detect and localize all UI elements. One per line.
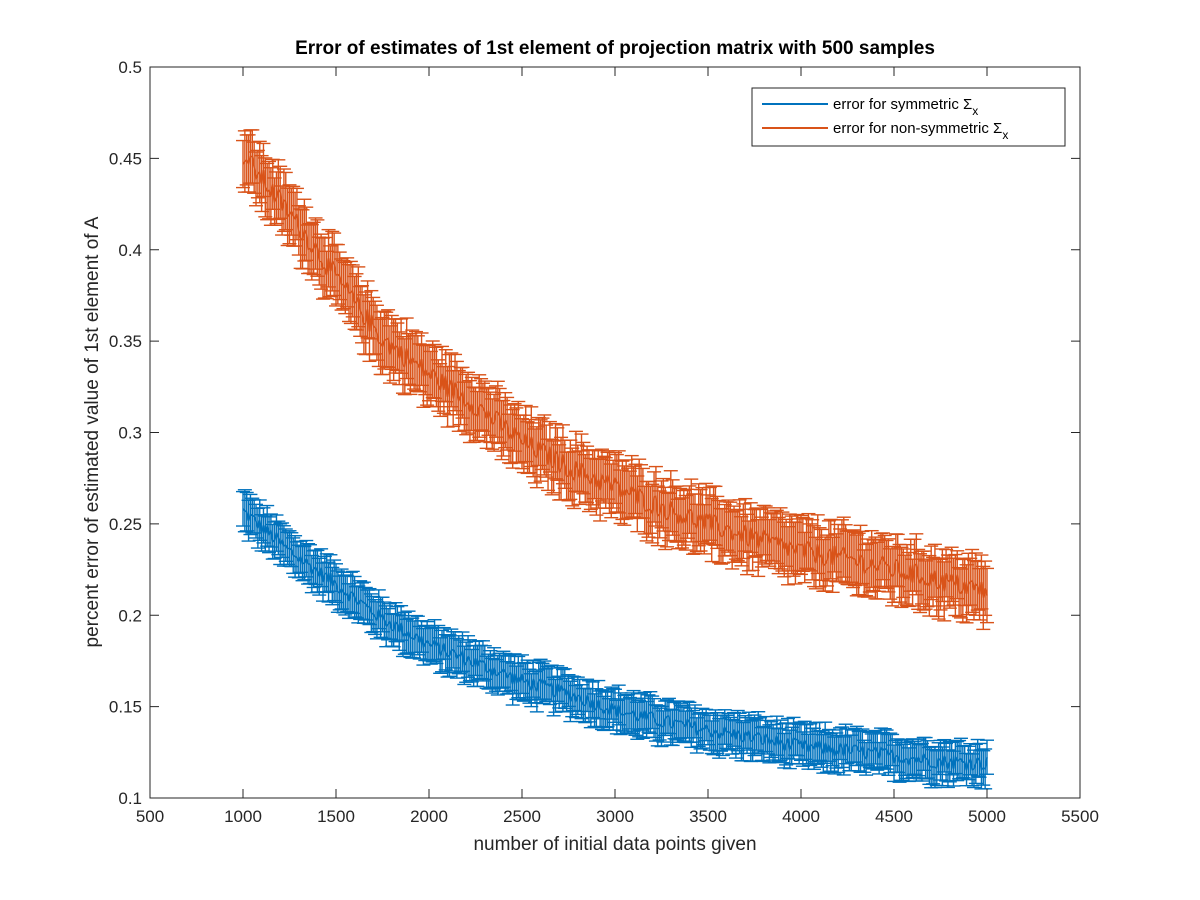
series-line (242, 155, 988, 599)
x-tick-label: 5500 (1061, 807, 1099, 826)
x-tick-label: 3000 (596, 807, 634, 826)
x-tick-label: 5000 (968, 807, 1006, 826)
chart-title: Error of estimates of 1st element of pro… (295, 38, 935, 59)
legend-entry-non-symmetric: error for non-symmetric Σx (833, 120, 1008, 142)
x-tick-label: 4500 (875, 807, 913, 826)
series-layer (236, 129, 994, 790)
x-tick-label: 3500 (689, 807, 727, 826)
legend-entry-symmetric: error for symmetric Σx (833, 96, 978, 118)
x-tick-label: 1500 (317, 807, 355, 826)
x-tick-label: 2000 (410, 807, 448, 826)
x-tick-label: 4000 (782, 807, 820, 826)
tick-layer: 500 1000 1500 2000 2500 3000 3500 4000 4500 5000 5… (109, 58, 1099, 826)
y-tick-label: 0.25 (109, 515, 142, 534)
x-tick-label: 500 (136, 807, 164, 826)
x-tick-label: 1000 (224, 807, 262, 826)
x-tick-label: 2500 (503, 807, 541, 826)
y-tick-label: 0.15 (109, 698, 142, 717)
y-tick-label: 0.1 (118, 789, 142, 808)
series-line (242, 508, 988, 773)
y-tick-label: 0.45 (109, 149, 142, 168)
y-tick-label: 0.4 (118, 241, 142, 260)
legend-box (751, 87, 1066, 147)
y-tick-label: 0.35 (109, 332, 142, 351)
series-non-symmetric (236, 129, 994, 631)
y-axis-label: percent error of estimated value of 1st … (82, 216, 103, 647)
y-tick-label: 0.5 (118, 58, 142, 77)
y-tick-label: 0.2 (118, 606, 142, 625)
legend: error for symmetric Σx error for non-sym… (751, 87, 1066, 147)
y-tick-label: 0.3 (118, 424, 142, 443)
x-axis-label: number of initial data points given (473, 834, 756, 855)
series-symmetric (236, 489, 994, 790)
